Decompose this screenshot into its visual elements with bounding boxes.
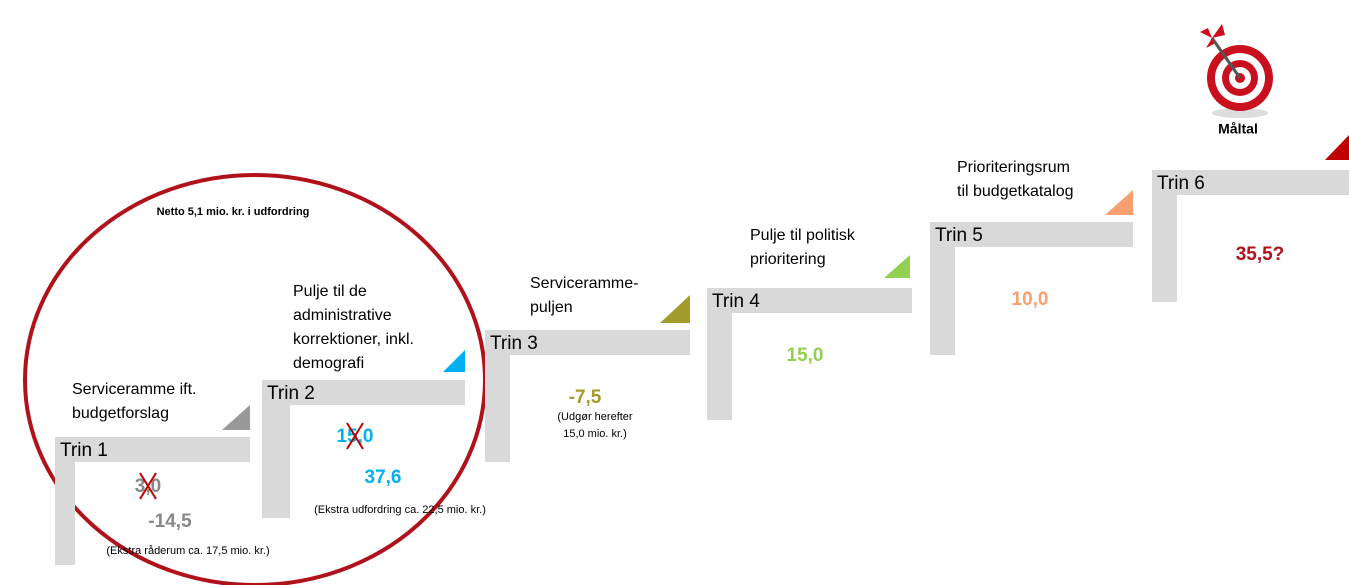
step-note: (Ekstra råderum ca. 17,5 mio. kr.) <box>106 545 269 557</box>
step-heading: Pulje til de <box>293 283 367 300</box>
step-heading: budgetforslag <box>72 405 169 422</box>
step-note: 15,0 mio. kr.) <box>563 428 627 440</box>
step-heading: administrative <box>293 307 392 324</box>
target-label: Måltal <box>1218 121 1258 137</box>
step-marker <box>222 405 250 430</box>
step-value: -14,5 <box>148 511 192 532</box>
target-icon <box>1200 24 1273 118</box>
step-heading: til budgetkatalog <box>957 183 1074 200</box>
step-heading: prioritering <box>750 251 826 268</box>
step-label: Trin 4 <box>712 291 760 312</box>
step-heading: demografi <box>293 355 364 372</box>
step-value: 37,6 <box>365 467 402 488</box>
step-marker <box>884 255 910 278</box>
step-note: (Ekstra udfordring ca. 22,5 mio. kr.) <box>314 504 486 516</box>
step-label: Trin 3 <box>490 333 538 354</box>
step-label: Trin 2 <box>267 383 315 404</box>
step-heading: puljen <box>530 299 573 316</box>
step-label: Trin 1 <box>60 440 108 461</box>
step-heading: Prioriteringsrum <box>957 159 1070 176</box>
step-value: 15,0 <box>787 345 824 366</box>
step-marker <box>1105 190 1133 215</box>
step-value: 10,0 <box>1012 289 1049 310</box>
step-value: 35,5? <box>1236 244 1285 265</box>
step-heading: Serviceramme- <box>530 275 638 292</box>
step-label: Trin 5 <box>935 225 983 246</box>
slide: Måltal Netto 5,1 mio. kr. i udfordring T… <box>0 0 1349 585</box>
step-heading: Pulje til politisk <box>750 227 856 244</box>
step-heading: Serviceramme ift. <box>72 381 196 398</box>
step-marker <box>1325 135 1349 160</box>
step-heading: korrektioner, inkl. <box>293 331 414 348</box>
annotation: Netto 5,1 mio. kr. i udfordring <box>157 206 310 218</box>
step-value: -7,5 <box>569 387 602 408</box>
step-marker <box>660 295 690 323</box>
step-label: Trin 6 <box>1157 173 1205 194</box>
step-marker <box>443 350 465 372</box>
step-note: (Udgør herefter <box>557 411 633 423</box>
